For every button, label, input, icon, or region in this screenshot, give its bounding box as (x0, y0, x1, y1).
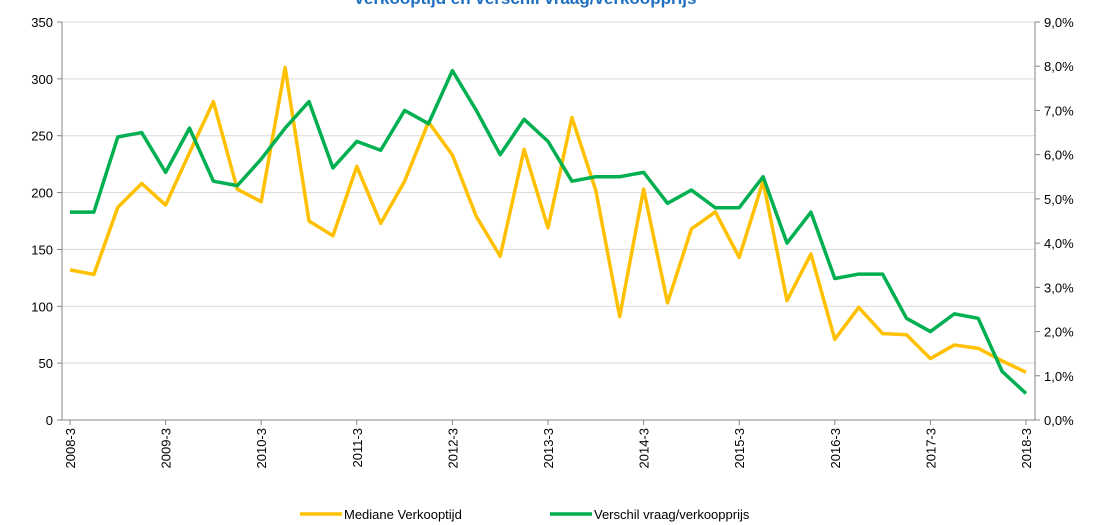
y2-tick-label: 4,0% (1044, 236, 1074, 251)
legend-label: Mediane Verkooptijd (344, 507, 462, 522)
x-tick-label: 2017-3 (923, 428, 938, 468)
y2-tick-label: 0,0% (1044, 413, 1074, 428)
legend-item: Verschil vraag/verkoopprijs (550, 507, 750, 522)
line-series (69, 65, 1027, 374)
y-tick-label: 150 (31, 242, 53, 257)
x-tick-label: 2013-3 (541, 428, 556, 468)
x-tick-label: 2016-3 (828, 428, 843, 468)
y2-tick-label: 1,0% (1044, 369, 1074, 384)
y-tick-label: 50 (39, 356, 53, 371)
y2-tick-label: 2,0% (1044, 325, 1074, 340)
y2-tick-label: 7,0% (1044, 103, 1074, 118)
y2-tick-label: 9,0% (1044, 15, 1074, 30)
y-tick-label: 300 (31, 72, 53, 87)
y2-tick-label: 6,0% (1044, 148, 1074, 163)
x-tick-label: 2015-3 (732, 428, 747, 468)
legend-label: Verschil vraag/verkoopprijs (594, 507, 750, 522)
y-tick-label: 250 (31, 129, 53, 144)
x-tick-label: 2011-3 (350, 428, 365, 468)
x-tick-label: 2012-3 (445, 428, 460, 468)
y-tick-label: 350 (31, 15, 53, 30)
x-tick-label: 2009-3 (159, 428, 174, 468)
y2-tick-label: 8,0% (1044, 59, 1074, 74)
x-tick-label: 2010-3 (254, 428, 269, 468)
y2-tick-label: 5,0% (1044, 192, 1074, 207)
x-tick-label: 2018-3 (1019, 428, 1034, 468)
y-tick-label: 200 (31, 186, 53, 201)
y2-tick-label: 3,0% (1044, 280, 1074, 295)
line-series (70, 68, 1028, 395)
y-tick-label: 0 (46, 413, 53, 428)
chart-title: Verkooptijd en verschil vraag/verkooppri… (354, 0, 697, 8)
x-tick-label: 2008-3 (63, 428, 78, 468)
legend-item: Mediane Verkooptijd (300, 507, 462, 522)
x-tick-label: 2014-3 (637, 428, 652, 468)
y-tick-label: 100 (31, 299, 53, 314)
